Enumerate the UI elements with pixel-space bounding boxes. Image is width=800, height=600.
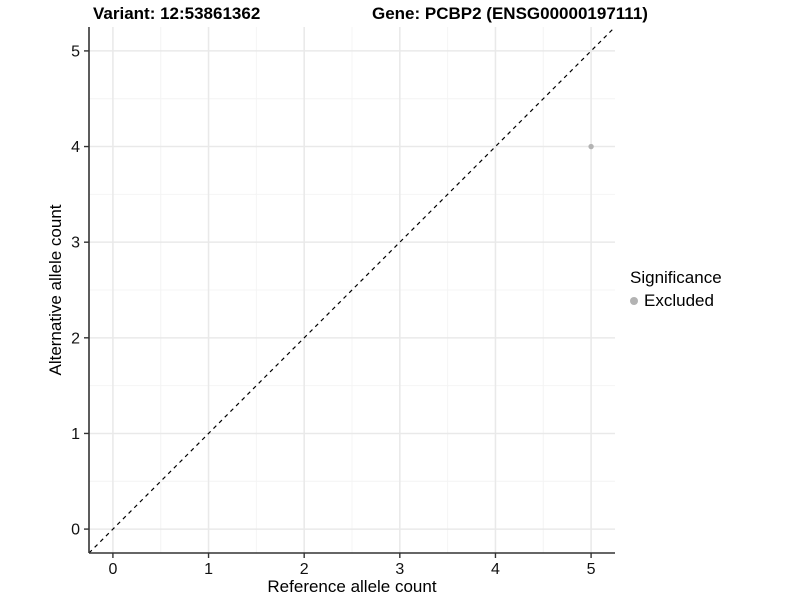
x-tick-label: 0 [108, 561, 117, 578]
y-tick-label: 3 [71, 235, 80, 252]
y-tick-label: 1 [71, 426, 80, 443]
legend-title: Significance [630, 268, 722, 287]
data-point [588, 143, 594, 150]
legend-entry-label: Excluded [644, 291, 714, 310]
legend-marker-circle-icon [630, 297, 638, 305]
identity-line [88, 26, 616, 554]
y-tick-label: 5 [71, 43, 80, 60]
x-tick-label: 3 [395, 561, 404, 578]
legend: Significance Excluded [630, 268, 722, 311]
x-axis-title: Reference allele count [267, 577, 437, 596]
y-tick-label: 4 [71, 139, 80, 156]
legend-entry-excluded: Excluded [630, 291, 722, 311]
plot-title-variant: Variant: 12:53861362 [93, 4, 261, 23]
y-tick-label: 2 [71, 330, 80, 347]
x-tick-label: 1 [204, 561, 213, 578]
x-tick-label: 4 [491, 561, 500, 578]
x-tick-label: 5 [587, 561, 596, 578]
x-tick-label: 2 [300, 561, 309, 578]
y-tick-label: 0 [71, 522, 80, 539]
plot-title-gene: Gene: PCBP2 (ENSG00000197111) [372, 4, 648, 23]
y-axis-title: Alternative allele count [46, 204, 65, 376]
